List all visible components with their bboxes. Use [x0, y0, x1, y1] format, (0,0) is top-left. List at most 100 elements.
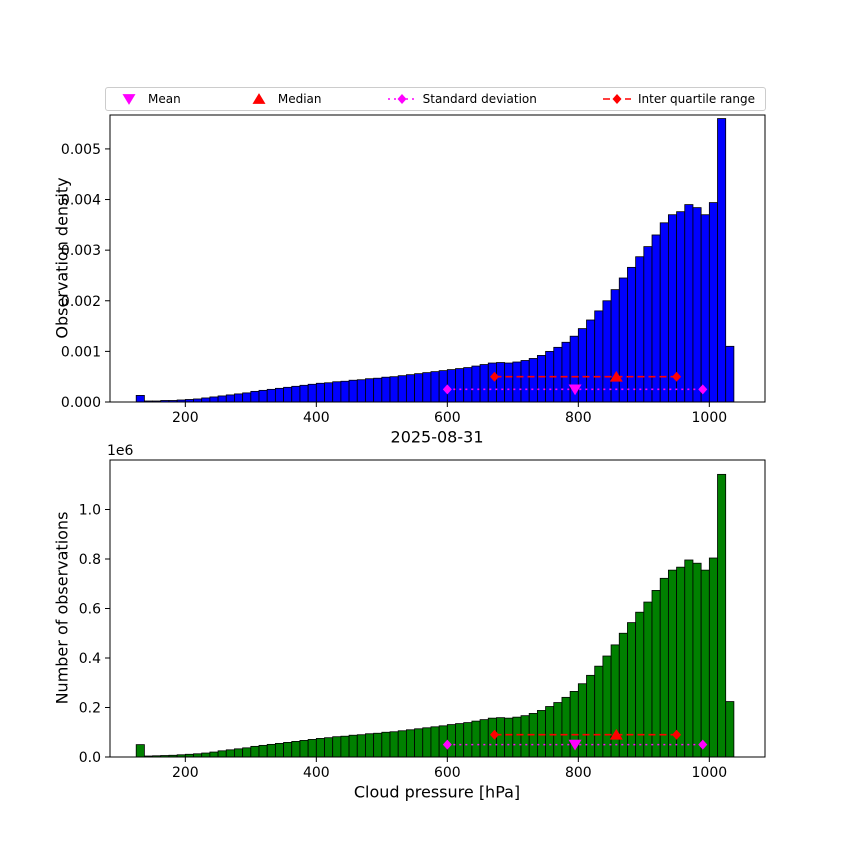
x-tick-label: 800: [565, 765, 592, 781]
histogram-bar: [496, 717, 506, 758]
histogram-bar: [479, 364, 489, 403]
histogram-bar: [381, 731, 391, 758]
plot-title: 2025-08-31: [390, 427, 484, 447]
histogram-bar: [553, 702, 563, 758]
observation-density-plot: 200 400 600 800 1000 0.000 0.001 0.002 0.003 0.00…: [61, 114, 766, 426]
x-tick-label: 1000: [692, 410, 728, 426]
y-axis-label-bottom: Number of observations: [52, 511, 72, 705]
histogram-bar: [332, 381, 342, 403]
histogram-bar: [135, 744, 145, 758]
histogram-bar: [373, 732, 383, 758]
mean-marker: [568, 384, 582, 396]
y-tick-label: 0.4: [79, 651, 101, 667]
histogram-bar: [659, 222, 669, 403]
histogram-bar: [209, 396, 219, 403]
histogram-bar: [332, 736, 342, 758]
x-tick-label: 600: [434, 410, 461, 426]
histogram-bar: [504, 717, 514, 758]
y-tick-label: 0.2: [79, 701, 101, 717]
histogram-bar: [520, 360, 530, 403]
histogram-bar: [307, 383, 317, 403]
median-marker: [609, 728, 623, 740]
y-tick-label: 0.001: [61, 344, 101, 360]
x-tick-label: 200: [172, 410, 199, 426]
histogram-bar: [422, 727, 432, 758]
y-tick-label: 0.003: [61, 243, 101, 259]
histogram-bar: [365, 378, 375, 403]
histogram-bar: [250, 745, 260, 758]
histogram-bar: [725, 701, 735, 758]
histogram-bar: [446, 724, 456, 758]
standard-deviation-marker-icon: [387, 94, 416, 104]
histogram-bar: [283, 386, 293, 403]
histogram-bar: [561, 341, 571, 403]
histogram-bar: [430, 726, 440, 758]
legend-label-standard-deviation: Standard deviation: [422, 92, 537, 106]
histogram-bar: [405, 729, 415, 758]
histogram-bar: [717, 118, 727, 403]
histogram-bar: [708, 557, 718, 758]
histogram-bar: [356, 379, 366, 403]
histogram-bar: [602, 300, 612, 403]
histogram-bar: [315, 382, 325, 403]
histogram-bar: [463, 367, 473, 403]
histogram-bar: [324, 382, 334, 403]
std-deviation-left-marker: [442, 739, 452, 750]
histogram-bar: [242, 747, 252, 758]
histogram-bar: [586, 319, 596, 403]
legend-label-mean: Mean: [148, 92, 181, 106]
histogram-bar: [684, 559, 694, 758]
histogram-bar: [324, 737, 334, 758]
histogram-bar: [258, 744, 268, 758]
y-tick-label: 0.6: [79, 602, 101, 618]
histogram-bar: [577, 328, 587, 403]
legend-glyph: [252, 93, 266, 104]
x-tick-label: 200: [172, 765, 199, 781]
histogram-bar: [274, 742, 284, 758]
histogram-bar: [234, 748, 244, 758]
mean-marker: [568, 739, 582, 751]
histogram-bar: [258, 389, 268, 403]
histogram-bar: [299, 384, 309, 403]
histogram-bar: [545, 706, 555, 758]
histogram-bar: [250, 390, 260, 403]
iqr-left-marker: [489, 371, 499, 382]
y-tick-label: 0.8: [79, 552, 101, 568]
legend-label-median: Median: [277, 92, 322, 106]
axes-spines: [109, 459, 766, 758]
histogram-bar: [356, 734, 366, 758]
inter-quartile-range-marker-icon: [603, 94, 632, 104]
histogram-bar: [348, 734, 358, 758]
legend-item-standard-deviation: Standard deviation: [387, 92, 537, 106]
histogram-bar: [553, 346, 563, 403]
histogram-bar: [479, 719, 489, 758]
histogram-bar: [651, 590, 661, 758]
histogram-bar: [365, 733, 375, 758]
legend-item-median: Median: [246, 92, 322, 106]
histogram-bar: [340, 380, 350, 403]
histogram-bar: [536, 355, 546, 403]
histogram-bar: [700, 214, 710, 403]
histogram-bar: [627, 622, 637, 758]
histogram-bar: [602, 655, 612, 758]
axes-spines: [109, 114, 766, 403]
legend-glyph: [612, 94, 622, 104]
histogram-bar: [283, 742, 293, 758]
x-tick-label: 400: [303, 410, 330, 426]
histogram-bar: [274, 387, 284, 403]
number-of-observations-plot: 200 400 600 800 1000 0.0 0.2 0.4 0.6 0.8 1.0: [79, 459, 766, 781]
histogram-bar: [266, 743, 276, 758]
histogram-bar: [389, 731, 399, 758]
histogram-bar: [561, 696, 571, 758]
y-tick-label: 0.000: [61, 395, 101, 411]
std-deviation-right-marker: [698, 739, 708, 750]
histogram-bar: [512, 716, 522, 758]
legend-label-inter-quartile-range: Inter quartile range: [638, 92, 755, 106]
histogram-bar: [627, 266, 637, 403]
histogram-bar: [405, 374, 415, 403]
histogram-bar: [307, 739, 317, 758]
histogram-bar: [135, 395, 145, 403]
histogram-bar: [512, 361, 522, 403]
histogram-bar: [430, 371, 440, 403]
